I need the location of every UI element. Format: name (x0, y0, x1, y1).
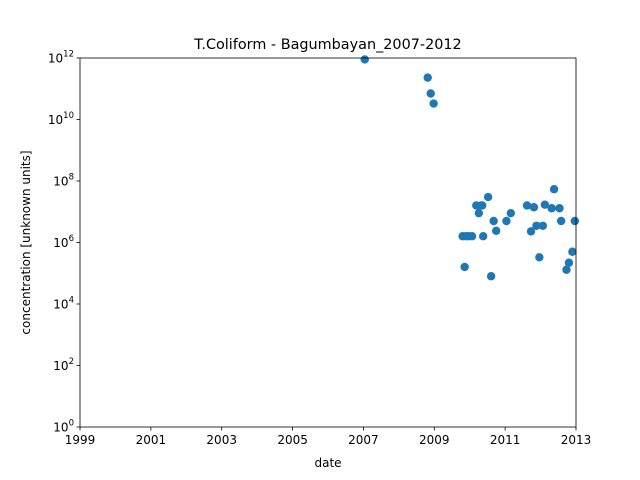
data-point (467, 232, 477, 241)
data-point (556, 216, 566, 226)
data-point (426, 89, 435, 98)
chart-title: T.Coliform - Bagumbayan_2007-2012 (193, 37, 461, 53)
x-tick-label: 2003 (206, 433, 237, 447)
data-point (549, 185, 559, 194)
data-point (423, 73, 432, 82)
data-point (486, 272, 496, 281)
y-tick-exponent: 4 (69, 296, 74, 306)
y-tick-exponent: 2 (69, 357, 74, 367)
x-tick-label: 2011 (490, 433, 521, 447)
data-points (360, 55, 580, 281)
y-tick-exponent: 12 (63, 50, 74, 60)
data-point (483, 192, 493, 202)
data-point (522, 201, 532, 210)
data-point (570, 216, 580, 226)
data-point (489, 216, 498, 226)
data-point (529, 203, 539, 212)
x-tick-label: 2009 (419, 433, 450, 447)
data-point (555, 204, 564, 213)
data-point (535, 253, 544, 262)
data-point (506, 208, 516, 218)
y-tick-exponent: 6 (69, 234, 74, 244)
y-tick-exponent: 0 (69, 419, 74, 429)
data-point (540, 200, 550, 209)
x-tick-label: 2013 (561, 433, 592, 447)
x-tick-label: 1999 (65, 433, 96, 447)
plot-frame (79, 57, 577, 428)
data-point (502, 216, 511, 226)
y-tick-exponent: 8 (69, 173, 74, 183)
y-axis-label: concentration [unknown units] (19, 150, 33, 334)
data-point (564, 258, 574, 267)
data-point (474, 208, 484, 218)
x-tick-label: 2001 (136, 433, 167, 447)
data-point (478, 232, 488, 241)
x-axis-label: date (314, 456, 341, 470)
data-point (360, 55, 369, 64)
x-tick-label: 2005 (277, 433, 308, 447)
data-point (429, 99, 438, 108)
data-point (568, 247, 577, 256)
data-point (532, 221, 541, 230)
data-point (547, 204, 556, 213)
y-tick-exponent: 10 (63, 111, 74, 121)
data-point (491, 226, 501, 236)
x-tick-label: 2007 (348, 433, 379, 447)
x-axis-ticks: 1999 2001 2003 2005 2007 2009 2011 2013 (65, 427, 592, 447)
data-point (460, 262, 469, 272)
data-point (562, 265, 571, 274)
data-point (526, 227, 536, 236)
data-point (538, 221, 548, 230)
data-point (478, 201, 487, 210)
